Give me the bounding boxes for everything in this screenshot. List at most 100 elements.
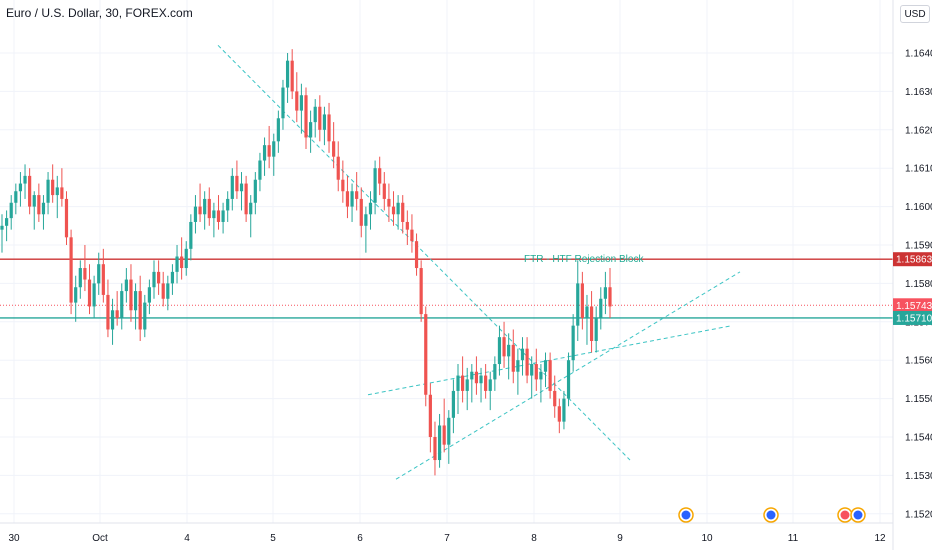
candle-body [161, 283, 165, 299]
candle-body [78, 268, 82, 288]
price-tick-label: 1.15200 [905, 509, 932, 520]
price-axis[interactable]: 1.16400 1.16300 1.16200 1.16100 1.16000 1.159… [892, 0, 932, 550]
candle-body [530, 364, 534, 376]
candle-body [60, 187, 64, 199]
candle-body [378, 168, 382, 184]
candle-body [41, 202, 46, 215]
candle-body [516, 360, 520, 372]
currency-button[interactable]: USD [900, 5, 930, 23]
candle-body [507, 344, 511, 357]
candle-body [74, 287, 78, 303]
candle-body [608, 287, 612, 307]
candle-body [497, 337, 502, 365]
price-tag [893, 252, 932, 267]
candle-body [433, 437, 437, 461]
candle-body [599, 298, 603, 318]
price-tag-label: 1.15710 [896, 313, 932, 324]
candle-body [166, 283, 170, 299]
candle-body [203, 198, 207, 215]
candle-body [239, 183, 244, 192]
candle-body [299, 95, 303, 111]
candle-body [345, 191, 350, 207]
time-tick-label: Oct [92, 533, 108, 544]
candle-body [272, 141, 276, 157]
candle-body [548, 360, 552, 391]
time-tick-label: 11 [788, 533, 799, 544]
candle-body [14, 191, 18, 203]
candle-body [147, 287, 151, 303]
candle-body [589, 306, 594, 341]
candle-body [603, 287, 607, 299]
candle-body [553, 390, 557, 407]
candle-body [51, 179, 55, 196]
price-tag [893, 310, 932, 325]
candle-body [396, 202, 400, 215]
candle-body [322, 114, 327, 130]
candle-body [557, 406, 561, 422]
candle-body [230, 175, 234, 199]
time-tick-label: 8 [531, 533, 537, 544]
candle-body [184, 248, 188, 269]
candle-body [336, 156, 340, 180]
candle-body [419, 268, 423, 315]
candle-body [18, 183, 23, 192]
candle-body [566, 360, 571, 399]
candle-body [198, 206, 202, 215]
candle-body [368, 202, 373, 215]
annotation-label: FTR - HTF Rejection Block [524, 254, 644, 265]
price-tick-label: 1.15400 [905, 433, 932, 444]
candle-body [355, 191, 359, 199]
candle-body [46, 179, 50, 203]
candle-body [226, 198, 230, 211]
candle-body [447, 417, 451, 445]
time-axis[interactable]: 30 Oct 4 5 6 7 8 9 10 11 12 [0, 522, 893, 544]
time-tick-label: 30 [8, 533, 20, 544]
candle-body [64, 198, 69, 238]
candle-body [350, 191, 354, 207]
event-flag-inner [840, 510, 850, 520]
candle-body [585, 306, 589, 318]
candle-body [493, 364, 497, 380]
candle-body [451, 390, 455, 418]
price-tag-label: 1.15863 [896, 255, 932, 266]
candle-body [143, 302, 147, 330]
candle-body [207, 198, 211, 219]
candle-body [562, 398, 566, 422]
candle-body [534, 364, 538, 380]
candle-body [295, 91, 299, 111]
candle-body [391, 206, 396, 215]
candle-body [456, 375, 460, 391]
time-tick-label: 5 [270, 533, 276, 544]
candle-body [571, 325, 575, 361]
candle-body [424, 314, 428, 395]
candle-body [55, 187, 59, 196]
time-tick-label: 9 [617, 533, 623, 544]
time-tick-label: 4 [184, 533, 190, 544]
price-levels [0, 258, 893, 319]
candle-body [437, 425, 442, 461]
candle-body [484, 375, 488, 391]
event-markers[interactable] [678, 507, 866, 523]
candle-body [87, 279, 92, 307]
candle-body [267, 145, 271, 157]
candle-body [364, 214, 368, 226]
candle-body [193, 206, 198, 222]
candle-body [216, 210, 221, 222]
candle-body [285, 60, 290, 88]
candle-body [189, 221, 193, 249]
candle-body [488, 379, 492, 391]
price-tag [893, 298, 932, 313]
candle-body [461, 375, 465, 391]
price-tick-label: 1.15800 [905, 279, 932, 290]
candle-body [594, 317, 598, 341]
price-tick-label: 1.16300 [905, 87, 932, 98]
candle-body [129, 279, 133, 311]
candle-body [332, 141, 336, 157]
candle-body [175, 256, 179, 272]
candle-body [290, 60, 294, 92]
candle-body [410, 229, 414, 242]
candle-body [511, 344, 515, 372]
price-tick-label: 1.15600 [905, 356, 932, 367]
candle-body [502, 337, 506, 357]
